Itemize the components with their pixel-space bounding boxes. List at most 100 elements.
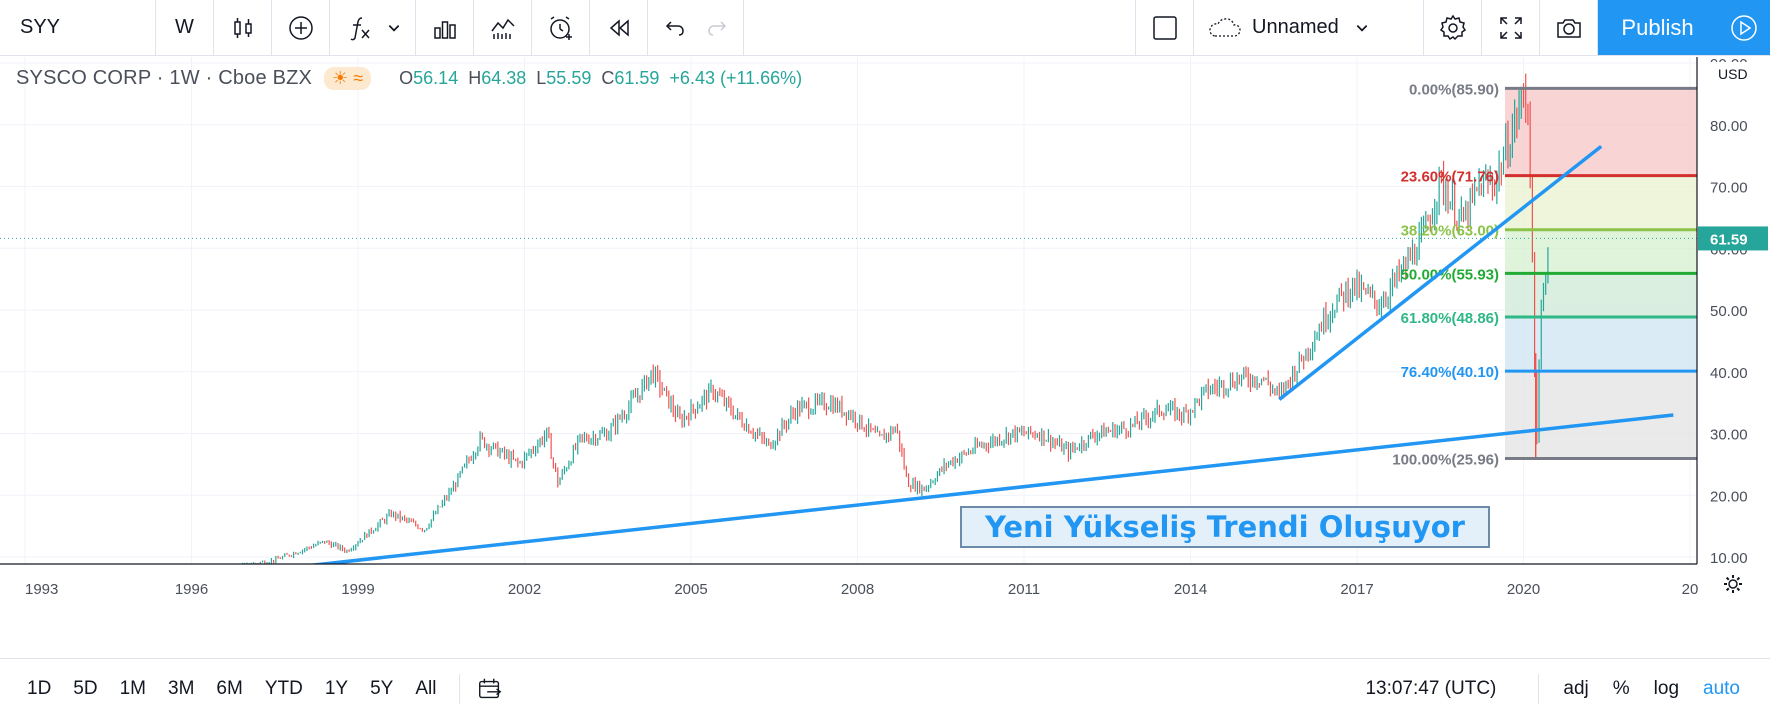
cloud-icon [1209,17,1241,37]
range-button[interactable]: 5Y [370,678,394,699]
chart-style-button[interactable] [214,0,272,55]
divider [459,674,461,704]
last-price-tag [1698,226,1768,251]
low-value: 55.59 [546,68,592,88]
camera-icon [1556,18,1581,38]
square-icon [1152,15,1177,40]
wave-icon: ≈ [353,68,364,88]
bar-chart-icon [433,20,456,39]
redo-icon[interactable] [705,16,729,40]
time-tick-label: 2011 [1008,581,1040,598]
select-layout-button[interactable] [1136,0,1194,55]
interval-button[interactable]: W [156,0,214,55]
layout-name-button[interactable]: Unnamed [1194,0,1424,55]
play-circle-icon [1731,14,1757,41]
templates-icon [490,18,515,39]
replay-button[interactable] [590,0,648,55]
range-button[interactable]: 6M [216,678,243,699]
top-toolbar: SYY W [0,0,1770,56]
range-button[interactable]: 3M [168,678,195,699]
price-tick-label: 30.00 [1710,427,1748,444]
fib-level-label: 0.00%(85.90) [1409,81,1499,98]
candles-icon [233,17,252,38]
undo-icon[interactable] [663,16,687,40]
ohlc-values: O56.14 H64.38 L55.59 C61.59 +6.43 (+11.6… [399,68,802,89]
chevron-down-icon [1356,24,1368,32]
annotation-text: Yeni Yükseliş Trendi Oluşuyor [985,510,1465,544]
price-tick-label: 40.00 [1710,365,1748,382]
chevron-down-icon [388,24,399,32]
percent-toggle[interactable]: % [1612,678,1630,699]
alarm-clock-icon [549,15,572,40]
fullscreen-button[interactable] [1482,0,1540,55]
fib-level-label: 76.40%(40.10) [1401,364,1499,381]
time-tick-label: 20 [1682,581,1699,598]
auto-scale-toggle[interactable]: auto [1703,678,1740,699]
long-term-trendline[interactable] [219,413,1674,578]
range-button[interactable]: 1Y [324,678,349,699]
low-label: L [536,68,547,88]
time-tick-label: 1993 [25,581,58,598]
range-button[interactable]: 1D [27,678,52,699]
publish-button[interactable]: Publish [1598,0,1718,55]
market-status-badge[interactable]: ☀ ≈ [324,67,372,90]
time-tick-label: 2002 [508,581,541,598]
fib-level-label: 23.60%(71.76) [1401,169,1499,186]
range-button[interactable]: YTD [264,678,303,699]
sun-icon: ☀ [332,68,349,88]
price-axis-bg [1697,57,1770,564]
fib-zone [1505,273,1697,318]
symbol-search[interactable]: SYY [0,0,156,55]
publish-label: Publish [1621,14,1694,40]
currency-label: USD [1718,66,1748,82]
settings-button[interactable] [1424,0,1482,55]
adjust-toggle[interactable]: adj [1563,678,1589,699]
indicators-button[interactable] [330,0,416,55]
close-value: 61.59 [614,68,660,88]
price-chart[interactable]: 0.00%(85.90) 23.60%(71.76) 38.20%(63.00) 50… [0,57,1770,657]
range-button[interactable]: 1M [119,678,146,699]
legend-separator: · [156,67,164,89]
legend-exchange: Cboe BZX [218,67,313,89]
compare-button[interactable] [272,0,330,55]
goto-date-icon[interactable] [476,675,504,703]
time-axis-bg [0,564,1770,657]
currency-bg [1700,62,1764,86]
legend-title-row: SYSCO CORP · 1W · Cboe BZX [16,67,312,90]
chart-pane[interactable]: 0.00%(85.90) 23.60%(71.76) 38.20%(63.00) 50… [0,57,1770,657]
templates-button[interactable] [474,0,532,55]
axis-settings-icon[interactable] [1724,575,1742,593]
open-value: 56.14 [413,68,459,88]
log-toggle[interactable]: log [1653,678,1680,699]
undo-redo-group [648,0,744,55]
alert-button[interactable] [532,0,590,55]
fib-zone [1505,229,1697,274]
open-label: O [399,68,414,88]
rewind-icon [609,18,629,37]
trend-annotation[interactable]: Yeni Yükseliş Trendi Oluşuyor [960,506,1490,548]
function-icon [349,16,370,40]
price-tick-label: 70.00 [1710,180,1748,197]
fib-level-label: 100.00%(25.96) [1392,451,1499,468]
range-button[interactable]: 5D [73,678,98,699]
fib-zone [1505,88,1697,176]
range-button[interactable]: All [415,678,437,699]
short-term-trendline[interactable] [1278,144,1603,401]
legend-symbol-name: SYSCO CORP [16,67,151,89]
high-label: H [468,68,482,88]
divider [1538,674,1540,704]
add-circle-icon [288,15,313,40]
fullscreen-icon [1499,16,1522,39]
time-tick-label: 2020 [1507,581,1540,598]
financials-button[interactable] [416,0,474,55]
publish-video-button[interactable] [1718,0,1770,55]
legend-separator: · [205,67,213,89]
time-tick-label: 2008 [841,581,874,598]
time-tick-label: 1996 [175,581,208,598]
close-label: C [601,68,615,88]
clock-timezone[interactable]: 13:07:47 (UTC) [1365,678,1497,699]
fib-zone [1505,317,1697,372]
bottom-toolbar: 1D 5D 1M 3M 6M YTD 1Y 5Y All 13:07:47 (UTC) adj … [0,658,1770,719]
toolbar-spacer [744,0,1136,55]
snapshot-button[interactable] [1540,0,1598,55]
